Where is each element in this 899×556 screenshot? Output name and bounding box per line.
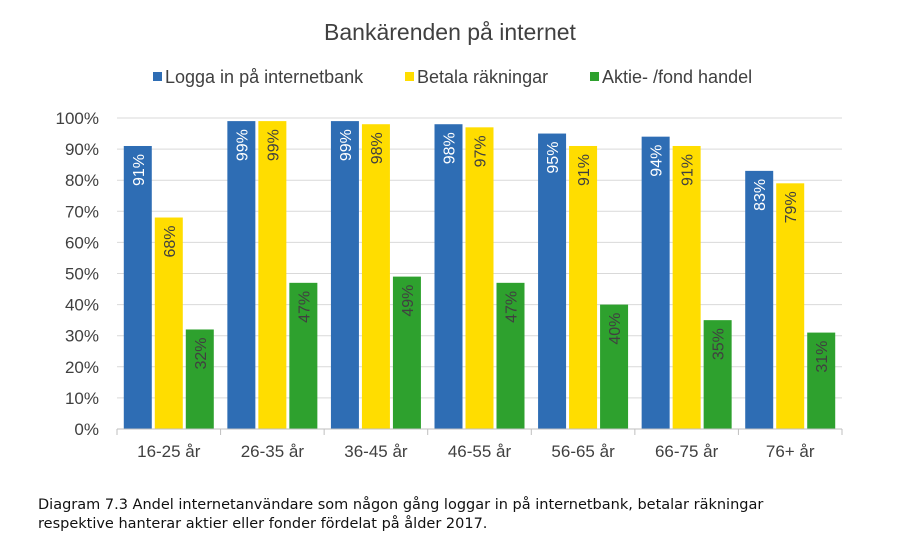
chart-title: Bankärenden på internet: [324, 19, 577, 45]
legend-swatch-series-1: [153, 72, 162, 81]
caption-line-2: respektive hanterar aktier eller fonder …: [38, 516, 488, 532]
y-axis-ticks: 0% 10% 20% 30% 40% 50% 60% 70% 80% 90% 100%: [56, 109, 99, 439]
data-label: 99%: [234, 129, 251, 161]
data-label: 91%: [576, 154, 593, 186]
x-tick-label: 46-55 år: [448, 442, 512, 461]
y-tick-label: 100%: [56, 109, 99, 128]
bar: [392, 276, 421, 429]
legend-item-series-1: Logga in på internetbank: [153, 67, 364, 87]
bar-chart: Bankärenden på internet Logga in på inte…: [56, 19, 843, 461]
bar: [185, 329, 214, 429]
data-label: 94%: [649, 145, 666, 177]
bar: [289, 282, 318, 429]
legend-item-series-2: Betala räkningar: [405, 67, 548, 87]
y-tick-label: 60%: [65, 233, 99, 252]
bar: [330, 121, 359, 430]
y-tick-label: 0%: [74, 420, 99, 439]
bar: [361, 124, 390, 429]
bar: [776, 183, 805, 429]
y-tick-label: 30%: [65, 327, 99, 346]
legend-item-series-3: Aktie- /fond handel: [590, 67, 752, 87]
bar: [465, 127, 494, 429]
data-label: 31%: [814, 341, 831, 373]
data-label: 99%: [265, 129, 282, 161]
data-label: 35%: [711, 328, 728, 360]
data-label: 98%: [369, 132, 386, 164]
x-tick-label: 26-35 år: [241, 442, 305, 461]
bar: [807, 332, 836, 429]
x-tick-label: 36-45 år: [344, 442, 408, 461]
bars: 91% 68% 32% 99% 99% 47% 99% 98% 49% 98% 97% 47% 95% 9…: [123, 121, 836, 430]
x-tick-label: 16-25 år: [137, 442, 201, 461]
y-tick-label: 10%: [65, 389, 99, 408]
data-label: 40%: [607, 313, 624, 345]
data-label: 99%: [338, 129, 355, 161]
data-label: 95%: [545, 142, 562, 174]
bar: [569, 145, 598, 430]
data-label: 79%: [783, 191, 800, 223]
legend-label-series-1: Logga in på internetbank: [165, 67, 364, 87]
data-label: 47%: [296, 291, 313, 323]
bar: [703, 320, 732, 429]
legend-label-series-2: Betala räkningar: [417, 67, 548, 87]
data-label: 91%: [680, 154, 697, 186]
figure-caption: Diagram 7.3 Andel internetanvändare som …: [38, 496, 878, 534]
x-tick-label: 76+ år: [766, 442, 815, 461]
x-tick-label: 66-75 år: [655, 442, 719, 461]
y-tick-label: 50%: [65, 265, 99, 284]
data-label: 97%: [473, 135, 490, 167]
y-tick-label: 20%: [65, 358, 99, 377]
data-label: 47%: [504, 291, 521, 323]
data-label: 68%: [162, 226, 179, 258]
x-tick-label: 56-65 år: [551, 442, 615, 461]
y-tick-label: 90%: [65, 140, 99, 159]
bar: [227, 121, 256, 430]
legend: Logga in på internetbank Betala räkninga…: [153, 67, 752, 87]
bar: [154, 217, 183, 429]
data-label: 98%: [442, 132, 459, 164]
data-label: 49%: [400, 285, 417, 317]
legend-swatch-series-2: [405, 72, 414, 81]
legend-swatch-series-3: [590, 72, 599, 81]
bar: [496, 282, 525, 429]
bar: [641, 136, 670, 429]
bar: [258, 121, 287, 430]
y-tick-label: 70%: [65, 202, 99, 221]
bar: [123, 145, 152, 430]
bar: [600, 304, 629, 429]
data-label: 91%: [131, 154, 148, 186]
bar: [434, 124, 463, 429]
data-label: 32%: [193, 337, 210, 369]
bar: [672, 145, 701, 430]
y-tick-label: 80%: [65, 171, 99, 190]
y-tick-label: 40%: [65, 296, 99, 315]
caption-line-1: Diagram 7.3 Andel internetanvändare som …: [38, 497, 764, 513]
bar: [538, 133, 567, 430]
bar: [745, 170, 774, 429]
legend-label-series-3: Aktie- /fond handel: [602, 67, 752, 87]
x-axis: 16-25 år 26-35 år 36-45 år 46-55 år 56-65 år…: [116, 428, 843, 461]
data-label: 83%: [752, 179, 769, 211]
